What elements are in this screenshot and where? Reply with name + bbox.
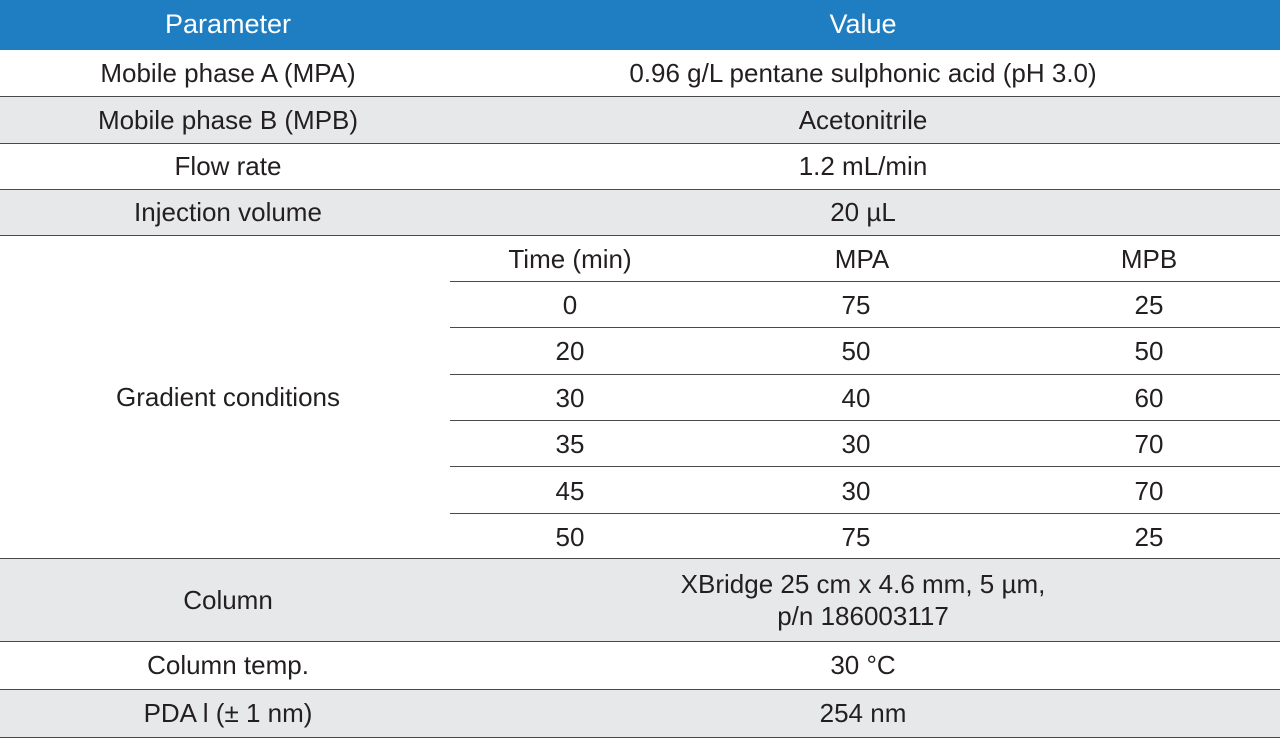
row-value: XBridge 25 cm x 4.6 mm, 5 µm, p/n 186003… [450,568,1276,633]
row-parameter: Mobile phase B (MPB) [97,104,359,135]
gradient-col-mpb: MPB [1120,244,1178,274]
row-value: 254 nm [819,698,907,729]
header-parameter: Parameter [164,9,292,40]
gradient-divider [450,513,1280,514]
gradient-cell: 75 [841,522,871,552]
gradient-cell: 50 [1134,336,1164,366]
gradient-cell: 20 [555,336,585,366]
gradient-cell: 60 [1134,383,1164,413]
table-header: Parameter Value [0,0,1280,50]
gradient-cell: 40 [841,383,871,413]
gradient-divider [450,420,1280,421]
gradient-divider [450,466,1280,467]
row-divider [0,689,1280,690]
row-parameter: Column [183,584,273,615]
row-parameter: Injection volume [134,197,322,228]
row-parameter: PDA l (± 1 nm) [143,698,313,729]
row-divider [0,558,1280,559]
gradient-cell: 50 [841,336,871,366]
row-value: 20 µL [830,197,896,228]
row-value: Acetonitrile [798,104,928,135]
row-divider [0,189,1280,190]
row-divider [0,235,1280,236]
table-row: Injection volume 20 µL [0,190,1280,235]
gradient-cell: 30 [841,429,871,459]
gradient-cell: 50 [555,522,585,552]
gradient-parameter: Gradient conditions [115,381,341,412]
row-parameter: Mobile phase A (MPA) [100,58,356,89]
row-value: 30 °C [830,650,896,681]
table-row: Column temp. 30 °C [0,642,1280,689]
gradient-row: Gradient conditions [0,236,1280,558]
gradient-cell: 25 [1134,290,1164,320]
row-value: 0.96 g/L pentane sulphonic acid (pH 3.0) [629,58,1097,89]
gradient-cell: 75 [841,290,871,320]
row-divider [0,737,1280,738]
row-divider [0,641,1280,642]
header-value: Value [829,9,897,40]
table-row: Mobile phase A (MPA) 0.96 g/L pentane su… [0,50,1280,97]
table-row: Mobile phase B (MPB) Acetonitrile [0,97,1280,143]
gradient-divider [450,281,1280,282]
row-value: 1.2 mL/min [798,151,928,182]
gradient-col-mpa: MPA [834,244,890,274]
table-row: PDA l (± 1 nm) 254 nm [0,690,1280,737]
gradient-cell: 0 [562,290,578,320]
gradient-divider [450,374,1280,375]
gradient-col-time: Time (min) [508,244,632,274]
gradient-cell: 45 [555,476,585,506]
table-row: Flow rate 1.2 mL/min [0,144,1280,189]
gradient-cell: 70 [1134,476,1164,506]
gradient-cell: 25 [1134,522,1164,552]
gradient-divider [450,327,1280,328]
table-row: Column XBridge 25 cm x 4.6 mm, 5 µm, p/n… [0,559,1280,641]
gradient-cell: 30 [841,476,871,506]
column-value-line2: p/n 186003117 [777,601,949,631]
gradient-cell: 30 [555,383,585,413]
column-value-line1: XBridge 25 cm x 4.6 mm, 5 µm, [680,568,1046,599]
row-divider [0,143,1280,144]
row-parameter: Column temp. [147,650,309,681]
row-divider [0,96,1280,97]
gradient-cell: 70 [1134,429,1164,459]
gradient-cell: 35 [555,429,585,459]
row-parameter: Flow rate [174,151,282,182]
